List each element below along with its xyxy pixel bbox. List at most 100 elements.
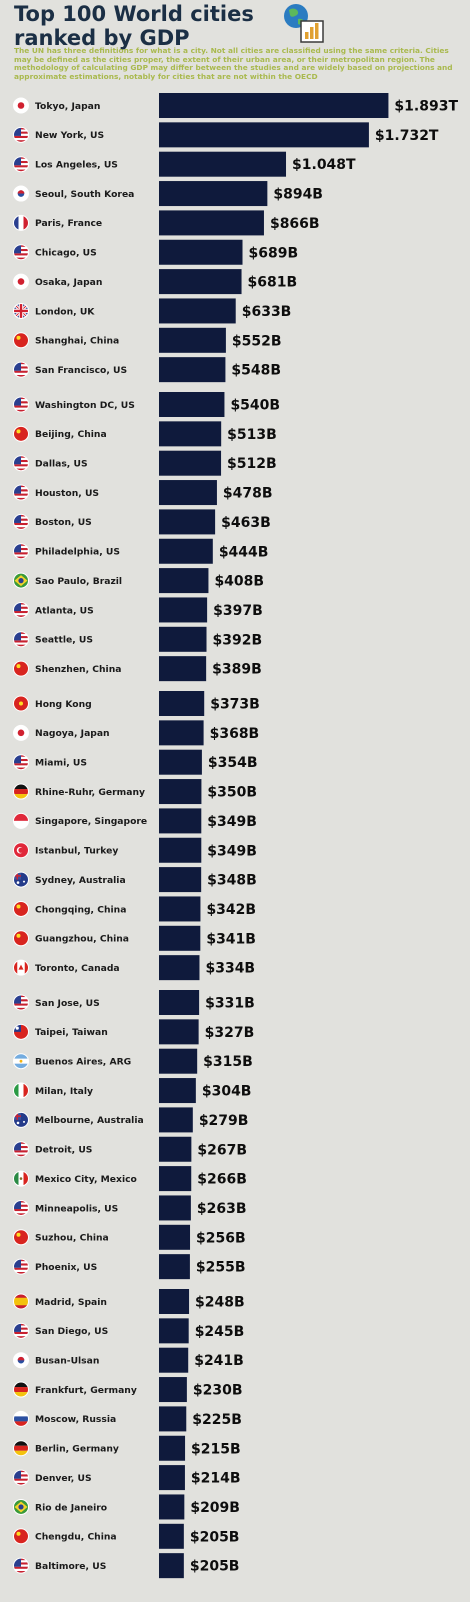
flag-icon-fr <box>13 214 29 231</box>
bar <box>159 1406 187 1432</box>
value-label: $334B <box>205 961 255 977</box>
bar <box>159 896 201 922</box>
category-label: Detroit, US <box>35 1145 92 1156</box>
category-label: Toronto, Canada <box>35 963 120 974</box>
value-label: $681B <box>248 275 298 291</box>
flag-icon-us <box>13 543 29 560</box>
bar <box>159 298 236 324</box>
category-label: San Francisco, US <box>35 365 127 376</box>
bar-row-25: Singapore, Singapore $349B <box>13 808 257 834</box>
flag-icon-us <box>13 994 29 1011</box>
value-label: $1.048T <box>292 157 356 173</box>
category-label: Hong Kong <box>35 699 92 710</box>
value-label: $513B <box>227 427 277 443</box>
bar <box>159 1523 184 1549</box>
bar-row-13: Dallas, US $512B <box>13 450 277 476</box>
flag-icon-de <box>13 1381 29 1398</box>
bar-row-46: Berlin, Germany $215B <box>13 1435 241 1461</box>
bar <box>159 779 202 805</box>
bar-row-15: Boston, US $463B <box>13 509 271 535</box>
flag-icon-cn <box>13 332 29 349</box>
flag-icon-us <box>13 1557 29 1574</box>
category-label: Los Angeles, US <box>35 160 118 171</box>
bar <box>159 691 205 716</box>
bar <box>159 1107 193 1133</box>
title-line-1: Top 100 World cities <box>14 2 254 26</box>
category-label: Denver, US <box>35 1473 92 1484</box>
bar <box>159 1465 185 1491</box>
value-label: $327B <box>205 1025 255 1041</box>
category-label: Dallas, US <box>35 459 88 470</box>
flag-icon-us <box>13 631 29 648</box>
value-label: $225B <box>192 1412 242 1428</box>
value-label: $248B <box>195 1295 245 1311</box>
flag-icon-us <box>13 601 29 618</box>
category-label: Guangzhou, China <box>35 934 129 945</box>
bar-row-14: Houston, US $478B <box>13 480 273 506</box>
bar-row-5: Paris, France $866B <box>13 210 320 236</box>
value-label: $331B <box>205 996 255 1012</box>
category-label: Miami, US <box>35 758 87 769</box>
flag-icon-us <box>13 1469 29 1486</box>
flag-icon-us <box>13 244 29 261</box>
value-label: $263B <box>197 1201 247 1217</box>
value-label: $350B <box>207 785 257 801</box>
bar-row-16: Philadelphia, US $444B <box>13 538 268 564</box>
value-label: $341B <box>206 931 256 947</box>
category-label: Minneapolis, US <box>35 1203 118 1214</box>
category-label: Chongqing, China <box>35 904 126 915</box>
value-label: $209B <box>190 1500 240 1516</box>
value-label: $241B <box>194 1353 244 1369</box>
flag-icon-us <box>13 513 29 530</box>
bar-row-26: Istanbul, Turkey $349B <box>13 837 257 863</box>
bar <box>159 837 202 863</box>
bar <box>159 421 222 447</box>
flag-icon-br <box>13 572 29 589</box>
bar <box>159 1553 184 1579</box>
flag-icon-us <box>13 126 29 143</box>
bar <box>159 327 226 353</box>
category-label: Suzhou, China <box>35 1233 109 1244</box>
category-label: Busan-Ulsan <box>35 1356 99 1367</box>
category-label: Buenos Aires, ARG <box>35 1057 131 1068</box>
bar-row-38: Minneapolis, US $263B <box>13 1195 247 1221</box>
bar <box>159 151 287 177</box>
bar <box>159 1254 190 1280</box>
bar-row-37: Mexico City, Mexico $266B <box>13 1166 247 1192</box>
chart-subtitle: The UN has three definitions for what is… <box>14 46 453 81</box>
flag-icon-us <box>13 396 29 413</box>
value-label: $354B <box>208 755 258 771</box>
flag-icon-cn <box>13 660 29 677</box>
bar-row-21: Hong Kong $373B <box>13 691 260 716</box>
category-label: Berlin, Germany <box>35 1444 119 1455</box>
bar <box>159 626 207 652</box>
bar-row-27: Sydney, Australia $348B <box>13 867 257 893</box>
flag-icon-us <box>13 361 29 378</box>
bar-row-9: Shanghai, China $552B <box>13 327 282 353</box>
value-label: $397B <box>213 603 263 619</box>
bar-row-40: Phoenix, US $255B <box>13 1254 246 1280</box>
flag-icon-cn <box>13 1229 29 1246</box>
flag-icon-us <box>13 1141 29 1158</box>
bar-row-32: Taipei, Taiwan $327B <box>13 1019 255 1045</box>
value-label: $408B <box>214 574 264 590</box>
value-label: $348B <box>207 873 257 889</box>
category-label: Taipei, Taiwan <box>35 1027 108 1038</box>
value-label: $279B <box>199 1113 249 1129</box>
bar <box>159 1019 199 1045</box>
flag-icon-ru <box>13 1410 29 1427</box>
category-label: Paris, France <box>35 218 102 229</box>
flag-icon-mx <box>13 1170 29 1187</box>
flag-icon-gb <box>13 302 29 319</box>
bar-row-35: Melbourne, Australia $279B <box>13 1107 249 1133</box>
category-label: Baltimore, US <box>35 1561 106 1572</box>
bar <box>159 93 389 118</box>
bar-row-44: Frankfurt, Germany $230B <box>13 1377 243 1403</box>
flag-icon-us <box>13 754 29 771</box>
bar <box>159 269 242 295</box>
category-label: Moscow, Russia <box>35 1414 116 1425</box>
bar <box>159 450 222 476</box>
flag-icon-ar <box>13 1053 29 1070</box>
value-label: $1.893T <box>394 99 458 115</box>
